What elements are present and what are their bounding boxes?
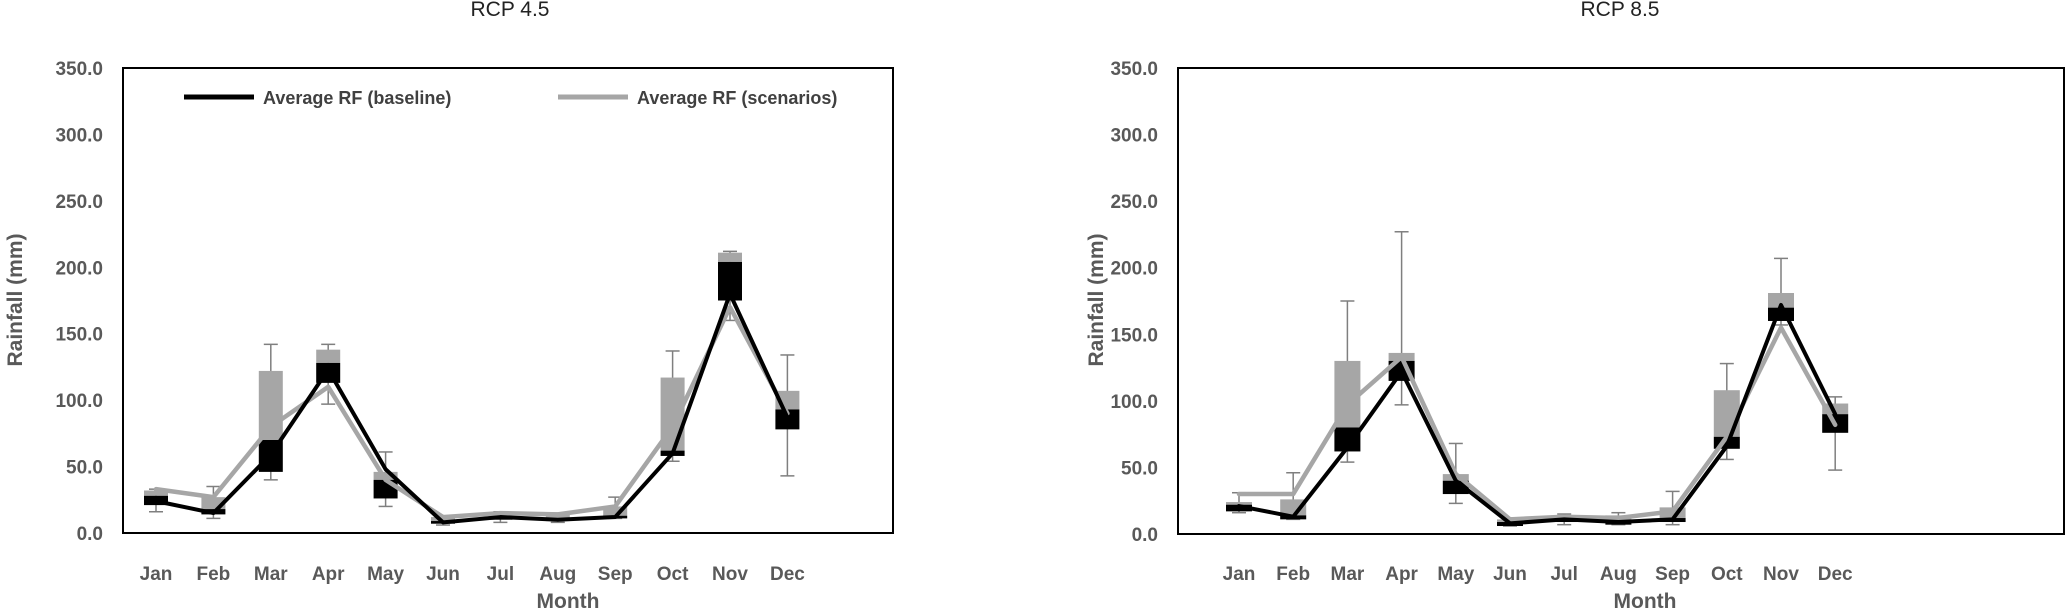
legend-label-scenarios: Average RF (scenarios)	[637, 88, 837, 108]
chart-title: RCP 8.5	[1581, 0, 1660, 21]
y-tick-label: 350.0	[1110, 59, 1158, 80]
x-tick-label: Sep	[1655, 564, 1690, 585]
y-tick-label: 50.0	[1121, 458, 1158, 479]
box-upper	[718, 252, 742, 262]
chart-panel-rcp45: RCP 4.5 0.0 50.0 100.0 150.0 200.0 250.0…	[4, 0, 894, 613]
y-tick-label: 350.0	[55, 59, 103, 80]
x-tick-label: Jun	[1493, 564, 1527, 585]
x-tick-label: Feb	[197, 564, 231, 585]
y-tick-label: 150.0	[1110, 325, 1158, 346]
legend: Average RF (baseline) Average RF (scenar…	[184, 88, 837, 108]
x-tick-label: Jun	[426, 564, 460, 585]
x-tick-label: Dec	[770, 564, 805, 585]
y-tick-label: 100.0	[1110, 392, 1158, 413]
y-tick-label: 0.0	[77, 524, 103, 545]
y-tick-label: 250.0	[1110, 192, 1158, 213]
y-tick-label: 300.0	[55, 125, 103, 146]
uncertainty-boxes	[1226, 231, 1849, 527]
box-upper	[1226, 502, 1252, 505]
series-line-scenarios	[153, 304, 790, 520]
x-tick-label: Oct	[1711, 564, 1743, 585]
x-tick-label: Mar	[1331, 564, 1365, 585]
series-line-baseline	[154, 291, 790, 525]
y-tick-label: 50.0	[66, 458, 103, 479]
x-tick-label: Nov	[712, 564, 748, 585]
plot-area	[1177, 67, 2065, 535]
x-tick-labels: Jan Feb Mar Apr May Jun Jul Aug Sep Oct …	[1223, 564, 1853, 585]
y-axis-title: Rainfall (mm)	[4, 233, 27, 366]
x-tick-label: Dec	[1818, 564, 1853, 585]
y-tick-labels: 0.0 50.0 100.0 150.0 200.0 250.0 300.0 3…	[1110, 59, 1158, 546]
plot-area	[122, 67, 894, 534]
x-tick-label: Feb	[1276, 564, 1310, 585]
x-tick-label: Mar	[254, 564, 288, 585]
legend-label-baseline: Average RF (baseline)	[263, 88, 451, 108]
y-tick-label: 200.0	[55, 258, 103, 279]
series-lines	[153, 291, 790, 525]
box-upper	[603, 506, 628, 516]
y-axis-title: Rainfall (mm)	[1085, 233, 1108, 366]
box-upper	[1822, 403, 1849, 415]
x-tick-label: Jul	[1550, 564, 1577, 585]
x-tick-label: Sep	[598, 564, 633, 585]
y-tick-label: 200.0	[1110, 259, 1158, 280]
x-tick-label: Oct	[657, 564, 689, 585]
x-tick-label: Jul	[487, 564, 514, 585]
x-tick-label: Jan	[1223, 564, 1256, 585]
chart-panel-rcp85: RCP 8.5 0.0 50.0 100.0 150.0 200.0 250.0…	[1085, 0, 2065, 613]
x-tick-label: Nov	[1763, 564, 1799, 585]
x-tick-label: Apr	[1385, 564, 1418, 585]
box-upper	[201, 497, 226, 510]
series-lines	[1236, 302, 1838, 526]
box-upper	[144, 490, 168, 496]
y-tick-label: 250.0	[55, 192, 103, 213]
x-tick-label: May	[367, 564, 404, 585]
x-tick-label: Jan	[140, 564, 173, 585]
box-lower	[1334, 427, 1361, 452]
box-upper	[316, 349, 341, 363]
box-upper	[1768, 293, 1794, 308]
series-line-baseline	[1237, 302, 1838, 526]
x-tick-label: Aug	[1600, 564, 1637, 585]
y-tick-labels: 0.0 50.0 100.0 150.0 200.0 250.0 300.0 3…	[55, 59, 103, 545]
x-tick-labels: Jan Feb Mar Apr May Jun Jul Aug Sep Oct …	[140, 564, 806, 585]
y-tick-label: 0.0	[1132, 525, 1158, 546]
x-tick-label: May	[1437, 564, 1474, 585]
x-axis-title: Month	[537, 590, 600, 613]
y-tick-label: 300.0	[1110, 126, 1158, 147]
x-axis-title: Month	[1614, 590, 1677, 613]
x-tick-label: Apr	[312, 564, 345, 585]
y-tick-label: 100.0	[55, 391, 103, 412]
chart-title: RCP 4.5	[471, 0, 550, 21]
x-tick-label: Aug	[539, 564, 576, 585]
y-tick-label: 150.0	[55, 325, 103, 346]
